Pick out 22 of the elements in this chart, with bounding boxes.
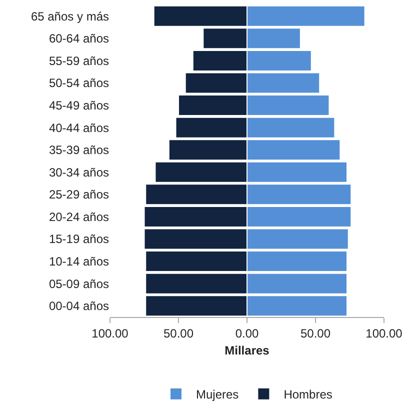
y-tick-label: 35-39 años bbox=[48, 143, 109, 158]
y-tick-label: 10-14 años bbox=[48, 254, 109, 268]
x-tick-label: 100.00 bbox=[92, 326, 129, 340]
y-tick-label: 05-09 años bbox=[48, 276, 109, 291]
y-tick-label: 65 años y más bbox=[30, 9, 109, 24]
y-tick-label: 55-59 años bbox=[48, 54, 109, 68]
x-tick-label: 100.00 bbox=[366, 326, 403, 340]
x-tick-label: 50.00 bbox=[163, 326, 194, 340]
x-axis-title: Millares bbox=[224, 343, 270, 358]
y-tick-label: 20-24 años bbox=[48, 210, 109, 224]
y-tick-label: 40-44 años bbox=[48, 120, 109, 135]
y-tick-label: 30-34 años bbox=[48, 165, 109, 180]
y-tick-label: 00-04 años bbox=[48, 299, 109, 314]
legend-label: Mujeres bbox=[196, 388, 239, 402]
x-tick-label: 50.00 bbox=[300, 326, 331, 340]
y-tick-label: 15-19 años bbox=[48, 232, 109, 246]
y-tick-label: 60-64 años bbox=[48, 32, 109, 46]
y-tick-label: 50-54 años bbox=[48, 76, 109, 90]
x-tick-label: 0.00 bbox=[235, 326, 259, 340]
legend-label: Hombres bbox=[284, 388, 332, 402]
y-tick-label: 25-29 años bbox=[48, 188, 109, 202]
y-tick-label: 45-49 años bbox=[48, 98, 109, 112]
